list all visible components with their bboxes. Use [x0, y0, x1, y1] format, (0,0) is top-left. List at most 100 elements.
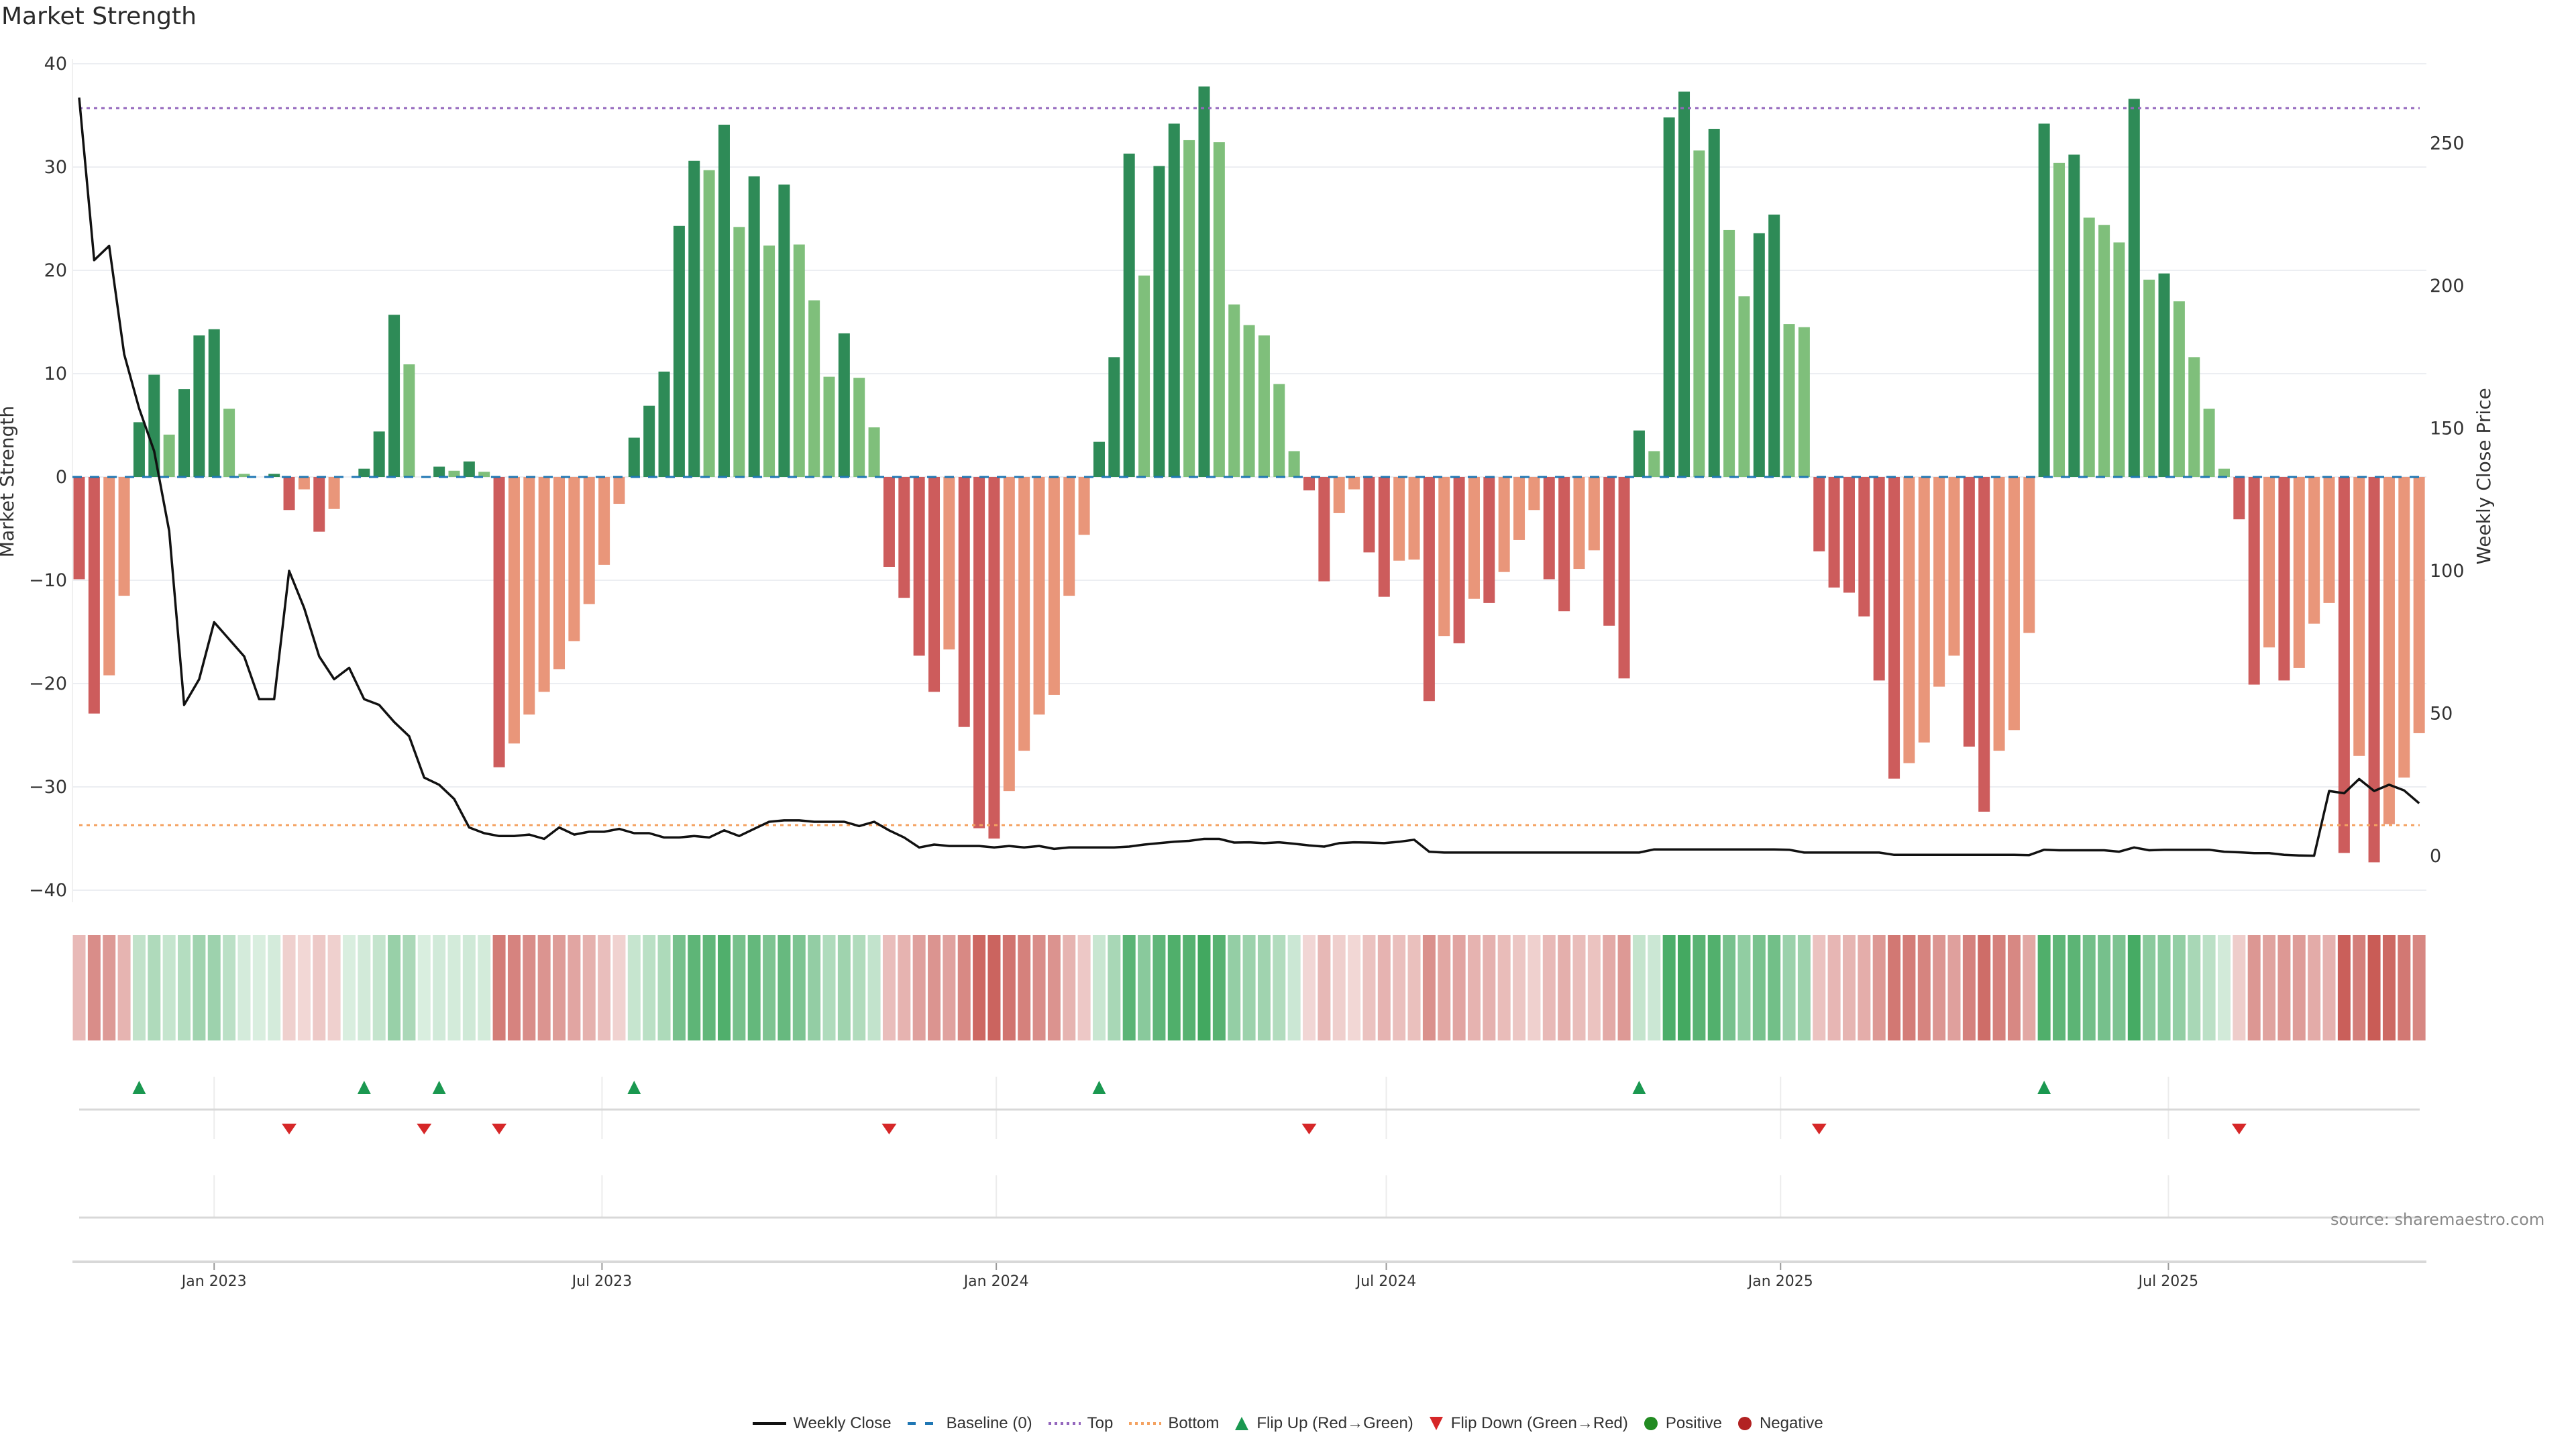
heat-strip-cell: [2112, 935, 2126, 1040]
positive-bar: [718, 124, 730, 478]
positive-bar: [628, 437, 640, 477]
negative-bar: [1588, 477, 1600, 551]
legend-item-top[interactable]: Top: [1047, 1414, 1113, 1433]
negative-bar: [1048, 477, 1060, 695]
heat-strip-cell: [297, 935, 311, 1040]
heat-strip-cell: [2053, 935, 2066, 1040]
negative-bar: [2263, 477, 2275, 648]
heat-strip-cell: [2037, 935, 2051, 1040]
heat-strip-cell: [252, 935, 266, 1040]
dotted-line-swatch-icon: [1048, 1422, 1081, 1425]
positive-bar: [1243, 325, 1255, 477]
positive-bar: [1228, 304, 1240, 477]
negative-bar: [2008, 477, 2020, 731]
positive-bar: [1213, 142, 1225, 478]
heat-strip-cell: [717, 935, 731, 1040]
legend-item-negative[interactable]: Negative: [1737, 1414, 1823, 1433]
heat-strip-cell: [928, 935, 941, 1040]
heat-strip-cell: [2233, 935, 2246, 1040]
positive-bar: [463, 461, 475, 477]
heat-strip-cell: [568, 935, 581, 1040]
heat-strip-cell: [1318, 935, 1331, 1040]
heat-strip-cell: [792, 935, 806, 1040]
legend-item-baseline[interactable]: Baseline (0): [906, 1414, 1032, 1433]
positive-bar: [1273, 384, 1285, 477]
legend-item-positive[interactable]: Positive: [1643, 1414, 1722, 1433]
heat-strip-cell: [1542, 935, 1556, 1040]
heat-strip-cell: [1678, 935, 1691, 1040]
positive-bar: [2218, 468, 2230, 477]
positive-bar: [643, 405, 655, 477]
heat-strip-cell: [912, 935, 926, 1040]
heat-strip-cell: [2082, 935, 2096, 1040]
heat-strip-cell: [1947, 935, 1961, 1040]
heat-strip-cell: [1587, 935, 1601, 1040]
x-tick-label: Jul 2024: [1355, 1273, 1417, 1290]
legend-item-weekly-close[interactable]: Weekly Close: [753, 1414, 892, 1433]
negative-bar: [568, 477, 580, 641]
positive-bar: [1693, 150, 1705, 478]
heat-strip-cell: [2398, 935, 2411, 1040]
flip-up-marker: [357, 1081, 371, 1094]
heat-strip-cell: [237, 935, 251, 1040]
negative-bar: [943, 477, 955, 650]
circle-icon: [1644, 1417, 1658, 1430]
heat-strip-cell: [372, 935, 386, 1040]
y-tick-label: 0: [56, 467, 67, 488]
heat-strip-cell: [1152, 935, 1166, 1040]
heat-strip-cell: [148, 935, 161, 1040]
heat-strip-cell: [1047, 935, 1061, 1040]
heat-strip-cell: [1842, 935, 1856, 1040]
flip-up-marker: [2037, 1081, 2051, 1094]
legend-item-flip-up[interactable]: Flip Up (Red→Green): [1234, 1414, 1413, 1433]
circle-icon: [1737, 1417, 1752, 1430]
heat-strip-cell: [987, 935, 1001, 1040]
heat-strip-cell: [2322, 935, 2336, 1040]
heat-strip-cell: [1167, 935, 1181, 1040]
negative-bar: [103, 477, 115, 676]
legend-item-bottom[interactable]: Bottom: [1128, 1414, 1219, 1433]
heat-strip-cell: [1872, 935, 1886, 1040]
heat-strip-cell: [553, 935, 566, 1040]
y-tick-label: −30: [29, 777, 67, 798]
negative-bar: [1363, 477, 1375, 553]
heat-strip-cell: [1348, 935, 1361, 1040]
heat-strip-cell: [1303, 935, 1316, 1040]
negative-bar: [2293, 477, 2305, 668]
positive-bar: [358, 468, 370, 477]
positive-bar: [1198, 86, 1210, 477]
negative-bar: [1498, 477, 1510, 572]
heat-strip-cell: [1797, 935, 1811, 1040]
chart-title: Market Strength: [1, 3, 197, 30]
heat-strip-cell: [402, 935, 416, 1040]
heat-strip-cell: [627, 935, 641, 1040]
positive-bar: [2173, 301, 2185, 477]
heat-strip-cell: [733, 935, 746, 1040]
heat-strip-cell: [2292, 935, 2306, 1040]
positive-bar: [1753, 233, 1765, 477]
legend-label: Bottom: [1168, 1414, 1220, 1432]
heat-strip-cell: [657, 935, 671, 1040]
negative-bar: [1903, 477, 1915, 763]
x-tick-label: Jul 2023: [571, 1273, 633, 1290]
heat-strip-cell: [1257, 935, 1271, 1040]
heat-strip-cell: [702, 935, 716, 1040]
negative-bar: [1348, 477, 1360, 490]
heat-strip-cell: [433, 935, 446, 1040]
negative-bar: [1318, 477, 1330, 582]
heat-strip-cell: [1108, 935, 1121, 1040]
positive-bar: [838, 333, 850, 477]
heat-strip-cell: [882, 935, 896, 1040]
positive-bar: [178, 389, 191, 477]
negative-bar: [1888, 477, 1900, 779]
negative-bar: [2233, 477, 2245, 520]
heat-strip-cell: [1273, 935, 1286, 1040]
positive-bar: [688, 160, 700, 477]
legend-item-flip-down[interactable]: Flip Down (Green→Red): [1428, 1414, 1628, 1433]
heat-strip-cell: [1183, 935, 1196, 1040]
negative-bar: [1603, 477, 1615, 626]
positive-bar: [163, 434, 175, 477]
negative-bar: [1528, 477, 1540, 511]
heat-strip-cell: [598, 935, 611, 1040]
y2-tick-label: 250: [2430, 133, 2465, 154]
